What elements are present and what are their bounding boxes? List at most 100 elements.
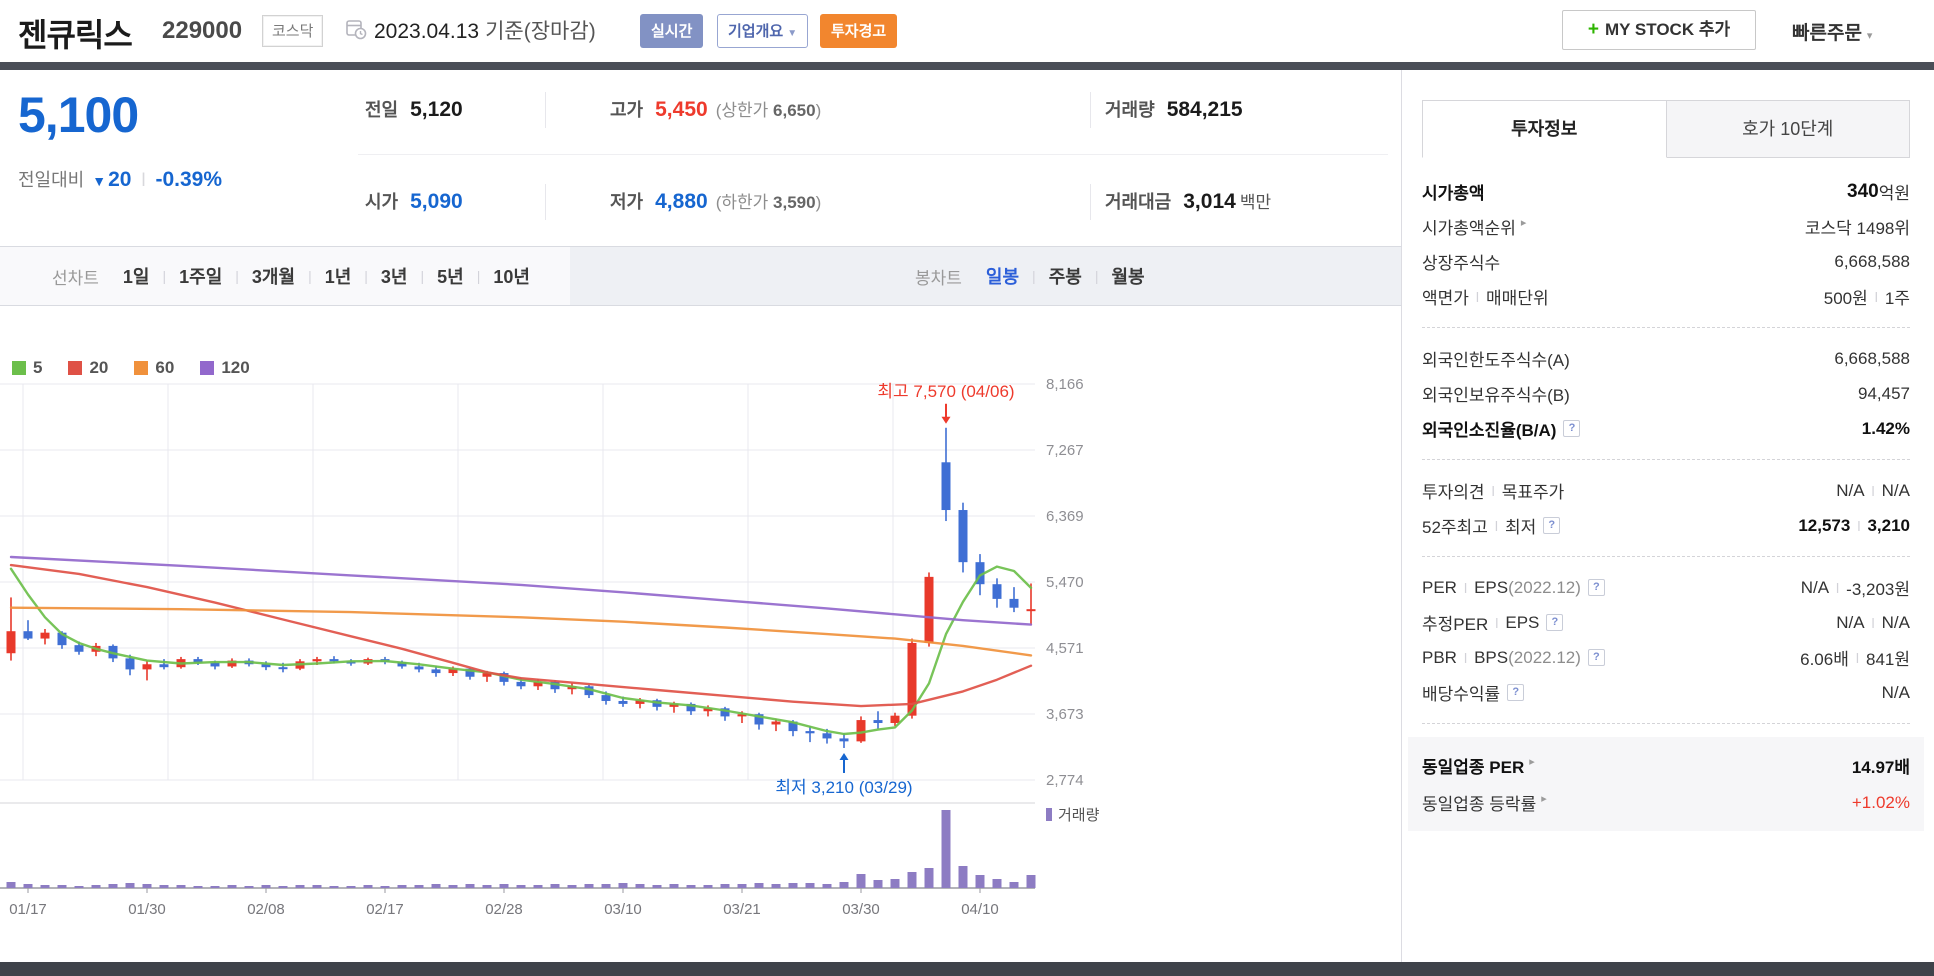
info-row-market_cap_rank[interactable]: 시가총액순위 ▸ 코스닥 1498위 [1422,209,1910,244]
svg-text:4,571: 4,571 [1046,640,1084,657]
svg-text:02/17: 02/17 [366,901,404,918]
period-tab-4[interactable]: 3년 [380,267,408,287]
period-tab-1[interactable]: 1주일 [179,267,223,287]
info-row-same_industry_change[interactable]: 동일업종 등락률 ▸ +1.02% [1422,784,1910,821]
day-high-label: 고가 [610,100,644,120]
divider: | [364,268,368,284]
quick-order-button[interactable]: 빠른주문 ▾ [1792,18,1872,45]
tab-investment-info[interactable]: 투자정보 [1422,100,1667,158]
price-summary-panel: 5,100 전일대비 ▼20 l -0.39% 전일 5,120 고가 5,450 (상한가… [0,70,1402,246]
info-label: 시가총액순위 ▸ [1422,217,1527,238]
divider: | [420,268,425,284]
legend-swatch-ma20 [68,361,83,375]
help-icon[interactable]: ? [1507,684,1525,701]
help-icon[interactable]: ? [1546,614,1564,631]
candle-tab-2[interactable]: 월봉 [1111,267,1145,287]
candle-tab-1[interactable]: 주봉 [1048,267,1082,287]
legend-swatch-ma120 [200,361,215,375]
svg-text:01/17: 01/17 [9,901,47,918]
day-low-label: 저가 [610,192,644,212]
info-label: 외국인소진율(B/A)? [1422,416,1581,441]
info-value: 500원 l 1주 [1823,288,1910,309]
help-icon[interactable]: ? [1587,649,1605,666]
stock-code: 229000 [162,17,243,44]
chart-canvas: 8,166 7,267 6,369 5,470 4,571 3,673 2,774 01/17… [0,376,1084,918]
day-open-label: 시가 [365,192,399,212]
svg-text:02/28: 02/28 [485,901,523,918]
svg-text:8,166: 8,166 [1046,376,1084,393]
info-value: 14.97배 [1851,758,1910,777]
legend-label-ma5: 5 [33,358,43,377]
day-low-value: 4,880 [655,190,708,213]
info-value: 12,573 l 3,210 [1798,515,1910,535]
divider: | [235,268,239,284]
candle-chart-tabs: 봉차트 일봉 | 주봉 | 월봉 [570,247,1401,305]
summary-row-2: 시가 5,090 저가 4,880 (하한가 3,590) 거래대금 3,014 백만 [355,162,1395,246]
svg-text:2,774: 2,774 [1046,772,1084,789]
change-label: 전일대비 [18,170,85,190]
info-label: 외국인한도주식수(A) [1422,351,1570,370]
info-row-foreign_limit: 외국인한도주식수(A) 6,668,588 [1422,341,1910,376]
help-icon[interactable]: ? [1563,420,1581,437]
period-tab-5[interactable]: 5년 [437,267,464,287]
divider [1090,92,1091,128]
volume-value: 584,215 [1166,98,1243,121]
reference-date: 2023.04.13 기준(장마감) [374,15,596,45]
bottom-divider-bar [0,962,1934,976]
svg-text:03/10: 03/10 [604,901,642,918]
down-triangle-icon: ▼ [92,173,107,189]
current-price: 5,100 [18,87,139,143]
investment-warning-badge[interactable]: 투자경고 [820,14,898,48]
info-row-same_industry_per[interactable]: 동일업종 PER ▸ 14.97배 [1422,747,1910,784]
line-chart-tabs: 선차트 1일 | 1주일 | 3개월 | 1년 | 3년 | 5년 | 10년 [0,247,570,305]
legend-label-ma120: 120 [221,358,250,377]
info-row-per_eps: PER l EPS (2022.12)? N/A l -3,203원 [1422,570,1910,605]
top-divider-bar [0,62,1934,70]
period-tab-2[interactable]: 3개월 [251,267,296,287]
info-value: N/A l -3,203원 [1800,577,1910,600]
chart-tab-bar: 선차트 1일 | 1주일 | 3개월 | 1년 | 3년 | 5년 | 10년 봉차트 일봉 | 주봉 | 월봉 [0,246,1402,306]
dashed-divider [1422,327,1910,328]
info-label: 동일업종 등락률 ▸ [1422,793,1547,814]
info-label: 동일업종 PER ▸ [1422,756,1535,777]
period-tab-3[interactable]: 1년 [324,267,352,287]
add-mystock-button[interactable]: + MY STOCK 추가 [1562,10,1756,50]
change-value: 20 [108,168,132,191]
tab-orderbook-10[interactable]: 호가 10단계 [1666,100,1910,158]
upper-limit: (상한가 6,650) [715,101,822,120]
info-row-pbr_bps: PBR l BPS (2022.12)? 6.06배 l 841원 [1422,640,1910,675]
company-overview-label: 기업개요 [728,23,784,40]
candle-chart-group-label: 봉차트 [915,268,962,288]
info-value: 1.42% [1861,418,1910,438]
candle-tab-0[interactable]: 일봉 [985,267,1020,287]
date-value: 2023.04.13 [374,20,480,43]
company-overview-dropdown[interactable]: 기업개요 ▼ [717,14,809,48]
info-value: 6,668,588 [1834,348,1910,368]
change-percent: -0.39% [155,168,223,191]
prev-close-value: 5,120 [410,98,463,121]
dashed-divider [1422,723,1910,724]
period-tab-0[interactable]: 1일 [122,267,150,287]
volume-legend-swatch [1046,808,1052,821]
divider: | [308,268,312,284]
help-icon[interactable]: ? [1587,579,1605,596]
info-row-opinion_target: 투자의견 l 목표주가 N/A l N/A [1422,473,1910,508]
realtime-badge[interactable]: 실시간 [640,14,704,48]
svg-text:03/21: 03/21 [723,901,761,918]
volume-legend-label: 거래량 [1058,807,1100,824]
date-suffix: 기준(장마감) [485,20,596,43]
info-row-par_value_unit: 액면가 l 매매단위 500원 l 1주 [1422,279,1910,314]
info-value: 코스닥 1498위 [1804,219,1910,238]
help-icon[interactable]: ? [1543,517,1561,534]
svg-text:최저 3,210 (03/29): 최저 3,210 (03/29) [775,778,912,797]
info-value: N/A l N/A [1836,480,1910,500]
svg-text:6,369: 6,369 [1046,508,1084,525]
volume-label: 거래량 [1105,100,1155,120]
svg-text:02/08: 02/08 [247,901,285,918]
amount-unit: 백만 [1239,193,1272,212]
info-label: 배당수익률? [1422,680,1525,705]
add-mystock-label: MY STOCK 추가 [1604,20,1731,39]
prev-close-label: 전일 [365,100,399,120]
period-tab-6[interactable]: 10년 [493,267,530,287]
moving-average-legend: 5 20 60 120 [12,358,276,378]
